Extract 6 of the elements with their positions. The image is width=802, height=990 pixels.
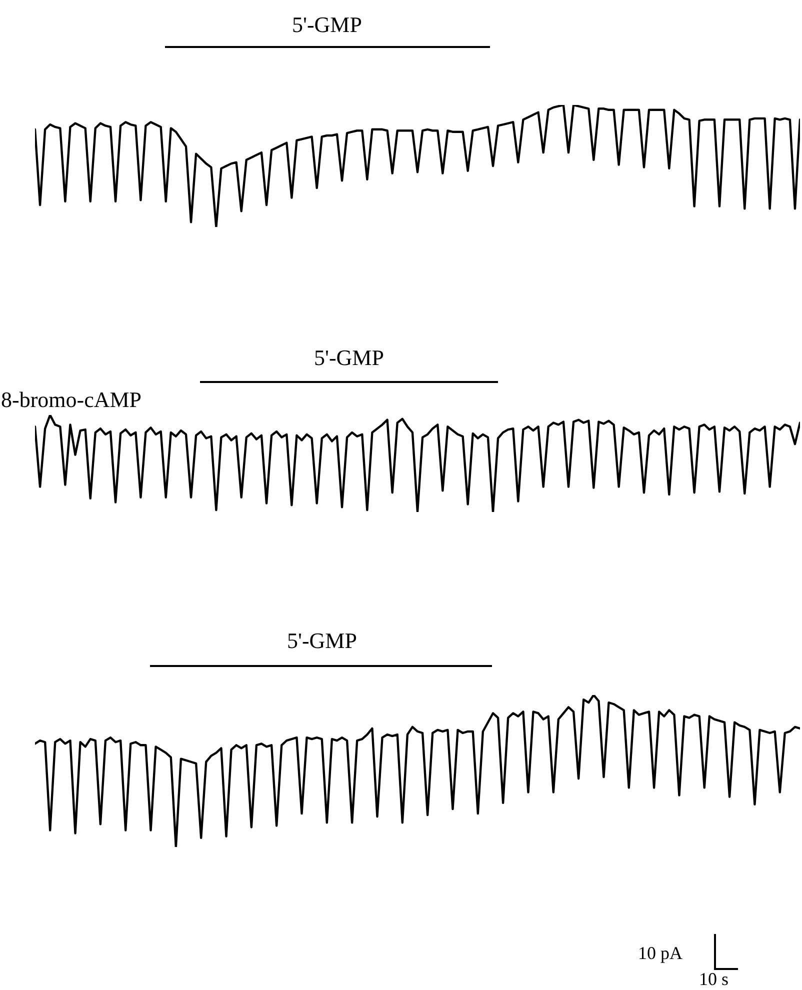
text: 5'-GMP (292, 12, 362, 37)
text: 10 s (699, 969, 729, 989)
text: 10 pA (638, 943, 682, 963)
text: 8-bromo-cAMP (1, 387, 142, 412)
text: 5'-GMP (314, 345, 384, 370)
text: 5'-GMP (287, 628, 357, 653)
